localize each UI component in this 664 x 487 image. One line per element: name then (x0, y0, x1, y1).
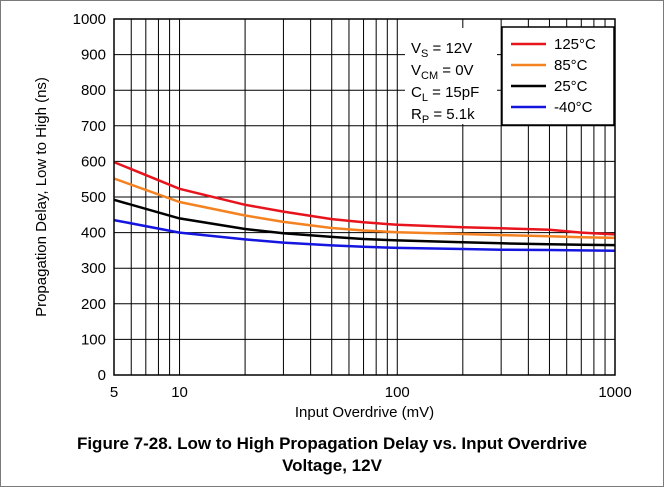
x-tick-label: 1000 (598, 384, 631, 401)
y-tick-label: 0 (98, 367, 106, 384)
y-tick-label: 400 (81, 225, 106, 242)
caption-line-1: Figure 7-28. Low to High Propagation Del… (76, 434, 588, 453)
grid-lines (114, 19, 615, 375)
caption-line-2: Voltage, 12V (282, 456, 382, 475)
x-tick-label: 5 (110, 384, 118, 401)
y-tick-label: 600 (81, 153, 106, 170)
plot-border (113, 18, 616, 376)
legend-label: 85°C (554, 57, 588, 74)
x-tick-label: 100 (385, 384, 410, 401)
x-axis-label: Input Overdrive (mV) (295, 404, 434, 421)
y-tick-label: 700 (81, 118, 106, 135)
y-tick-label: 200 (81, 296, 106, 313)
series-line (113, 160, 616, 236)
y-axis-label: Propagation Delay, Low to High (ns) (33, 77, 50, 317)
y-tick-label: 300 (81, 260, 106, 277)
y-tick-label: 500 (81, 189, 106, 206)
test-condition: RP = 5.1k (411, 106, 475, 126)
y-tick-label: 900 (81, 47, 106, 64)
x-tick-label: 10 (171, 384, 188, 401)
series-line (113, 218, 616, 253)
propagation-delay-chart: 0 100 200 300 400 500 600 700 800 900 1000 5 10 100 10… (33, 11, 632, 421)
legend-label: -40°C (554, 99, 593, 116)
series-line (113, 177, 616, 240)
test-condition: CL = 15pF (411, 84, 479, 104)
legend: 125°C 85°C 25°C -40°C (501, 26, 615, 126)
series-lines (113, 160, 616, 253)
test-condition: VCM = 0V (411, 62, 474, 82)
series-line (113, 198, 616, 247)
test-conditions-background (405, 28, 497, 124)
test-condition: VS = 12V (411, 40, 472, 60)
y-tick-label: 1000 (73, 11, 106, 28)
figure-caption: Figure 7-28. Low to High Propagation Del… (1, 433, 663, 477)
legend-label: 25°C (554, 78, 588, 95)
y-tick-label: 100 (81, 331, 106, 348)
y-tick-label: 800 (81, 82, 106, 99)
legend-label: 125°C (554, 36, 596, 53)
